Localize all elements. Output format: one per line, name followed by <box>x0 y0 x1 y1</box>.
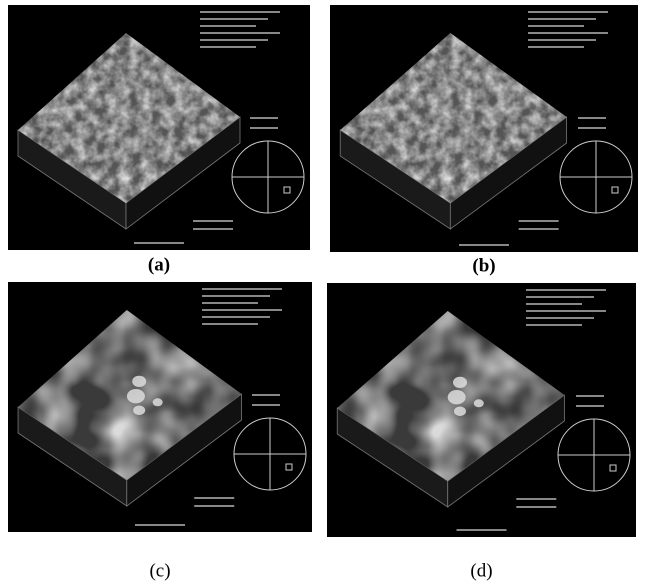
panel-caption: (c) <box>149 560 170 581</box>
info-text-line <box>202 302 258 304</box>
particle <box>133 405 145 415</box>
scale-text-line <box>193 228 233 230</box>
info-text-line <box>526 310 606 312</box>
particle <box>153 398 163 406</box>
info-text-line <box>202 288 282 290</box>
info-text-line <box>202 316 270 318</box>
afm-image <box>8 5 310 250</box>
footer-text-line <box>135 524 185 526</box>
particle <box>474 399 484 407</box>
legend-text-line <box>252 404 280 406</box>
page: {"figure": {"panels": [{"caption": "(a)"… <box>0 0 651 588</box>
legend-text-line <box>576 405 604 407</box>
info-text-line <box>200 11 280 13</box>
info-text-line <box>528 39 596 41</box>
info-text-line <box>200 18 268 20</box>
footer-text-line <box>459 244 509 246</box>
scale-text-line <box>193 220 233 222</box>
footer-text-line <box>457 529 507 531</box>
afm-image <box>327 283 636 537</box>
info-text-line <box>202 309 282 311</box>
panel-caption: (a) <box>148 254 170 275</box>
info-text-line <box>526 296 594 298</box>
info-text-line <box>202 295 270 297</box>
particle <box>127 389 145 403</box>
legend-text-line <box>576 395 604 397</box>
afm-image <box>8 282 312 532</box>
scale-text-line <box>516 498 556 500</box>
legend-text-line <box>250 117 278 119</box>
scale-text-line <box>519 228 559 230</box>
legend-text-line <box>578 127 606 129</box>
figure: (a) (b) (c) (d) <box>0 0 651 588</box>
legend-text-line <box>578 117 606 119</box>
scale-text-line <box>194 497 234 499</box>
info-text-line <box>200 46 256 48</box>
info-text-line <box>526 303 582 305</box>
info-text-line <box>200 25 256 27</box>
scale-text-line <box>194 505 234 507</box>
info-text-line <box>526 317 594 319</box>
panel-caption: (b) <box>472 255 495 276</box>
particle <box>448 390 466 404</box>
info-text-line <box>526 289 606 291</box>
particle <box>132 376 146 387</box>
info-text-line <box>202 323 258 325</box>
scale-text-line <box>516 506 556 508</box>
particle <box>453 377 467 388</box>
info-text-line <box>526 324 582 326</box>
info-text-line <box>200 39 268 41</box>
info-text-line <box>528 46 584 48</box>
legend-text-line <box>250 127 278 129</box>
info-text-line <box>528 25 584 27</box>
info-text-line <box>200 32 280 34</box>
info-text-line <box>528 32 608 34</box>
legend-text-line <box>252 394 280 396</box>
info-text-line <box>528 18 596 20</box>
panel-caption: (d) <box>470 560 492 581</box>
info-text-line <box>528 11 608 13</box>
footer-text-line <box>134 242 184 244</box>
particle <box>454 406 466 416</box>
afm-image <box>330 5 638 252</box>
scale-text-line <box>519 220 559 222</box>
